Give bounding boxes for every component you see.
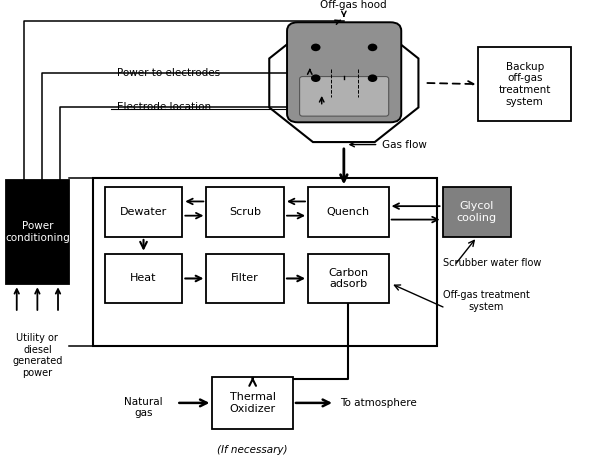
Text: Heat: Heat <box>130 273 157 283</box>
Circle shape <box>311 44 321 51</box>
Text: Dewater: Dewater <box>120 207 167 217</box>
Bar <box>105 254 182 303</box>
Text: Gas flow: Gas flow <box>382 139 426 150</box>
Circle shape <box>368 44 377 51</box>
Text: Off-gas treatment
system: Off-gas treatment system <box>443 290 529 312</box>
Text: Natural
gas: Natural gas <box>124 397 163 419</box>
Text: Scrub: Scrub <box>229 207 261 217</box>
Bar <box>93 178 437 346</box>
Text: Glycol
cooling: Glycol cooling <box>457 201 497 223</box>
Bar <box>105 187 182 237</box>
Circle shape <box>368 74 377 82</box>
FancyBboxPatch shape <box>287 22 401 122</box>
Text: To atmosphere: To atmosphere <box>340 398 416 408</box>
Text: Scrubber water flow: Scrubber water flow <box>443 258 541 268</box>
Text: Power
conditioning: Power conditioning <box>5 221 70 243</box>
Text: Electrode location: Electrode location <box>117 101 210 112</box>
Bar <box>308 254 389 303</box>
Text: Power to electrodes: Power to electrodes <box>117 68 219 79</box>
Circle shape <box>311 74 321 82</box>
Bar <box>478 47 571 121</box>
Bar <box>212 377 293 429</box>
Polygon shape <box>269 24 419 142</box>
Text: Off-gas hood: Off-gas hood <box>319 0 386 10</box>
Text: Filter: Filter <box>231 273 259 283</box>
Bar <box>308 187 389 237</box>
Bar <box>443 187 511 237</box>
Text: Utility or
diesel
generated
power: Utility or diesel generated power <box>12 333 63 378</box>
Text: Thermal
Oxidizer: Thermal Oxidizer <box>230 392 276 414</box>
Text: Quench: Quench <box>327 207 370 217</box>
Text: Carbon
adsorb: Carbon adsorb <box>328 268 368 289</box>
Text: Backup
off-gas
treatment
system: Backup off-gas treatment system <box>499 62 551 107</box>
FancyBboxPatch shape <box>300 77 389 116</box>
Bar <box>6 180 69 284</box>
Text: (If necessary): (If necessary) <box>218 445 288 456</box>
Bar <box>206 187 284 237</box>
Bar <box>206 254 284 303</box>
